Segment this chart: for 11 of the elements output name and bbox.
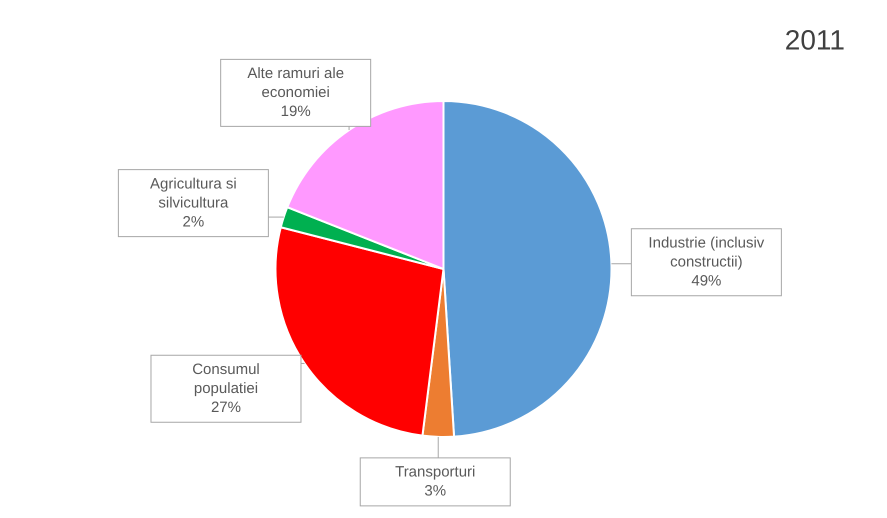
chart-title: 2011 xyxy=(784,24,845,56)
data-label: 3% xyxy=(424,482,446,500)
slice-label: Industrie (inclusiv constructii) xyxy=(648,234,765,270)
slice-label: Agricultura si silvicultura xyxy=(150,175,237,212)
slice-label: Consumul populatiei xyxy=(192,360,260,397)
slice-label: Alte ramuri ale economiei xyxy=(247,64,344,101)
data-label: 2% xyxy=(182,213,204,230)
data-label: 49% xyxy=(691,272,722,290)
data-label: 27% xyxy=(210,398,241,416)
data-label: 19% xyxy=(280,102,311,120)
slice-label: Transporturi xyxy=(395,464,476,481)
